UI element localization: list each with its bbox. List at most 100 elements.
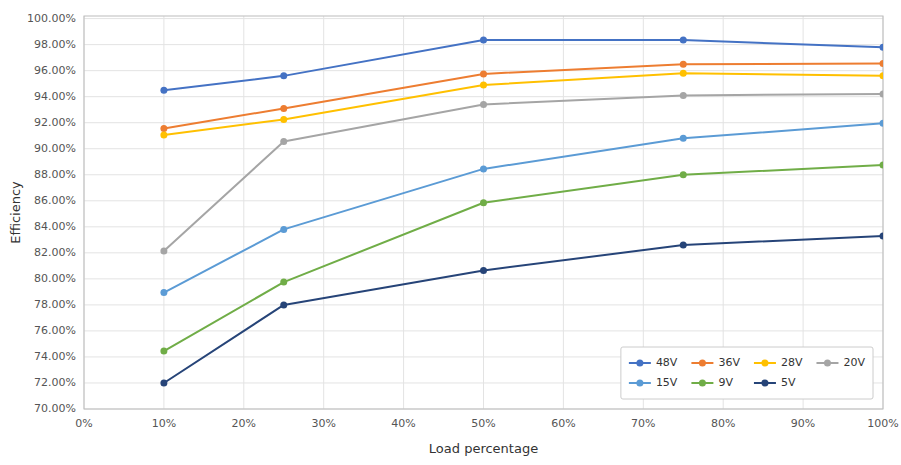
y-tick-label: 98.00% <box>34 38 76 51</box>
y-tick-label: 80.00% <box>34 272 76 285</box>
series <box>160 232 883 386</box>
legend-item: 28V <box>754 356 803 369</box>
data-point <box>160 289 167 296</box>
data-point <box>280 138 287 145</box>
series-line <box>164 94 883 251</box>
series <box>160 37 883 94</box>
y-tick-label: 86.00% <box>34 194 76 207</box>
y-axis-label: Efficiency <box>8 181 23 244</box>
legend-marker <box>824 360 831 367</box>
legend-marker <box>636 380 643 387</box>
data-point <box>680 92 687 99</box>
chart: 70.00% 72.00% 74.00% 76.00% 78.00% 80.00% 82.0… <box>0 0 901 465</box>
data-point <box>680 37 687 44</box>
x-grid-line <box>323 16 324 409</box>
data-point <box>480 70 487 77</box>
legend-marker <box>699 380 706 387</box>
y-tick-label: 88.00% <box>34 168 76 181</box>
data-point <box>160 247 167 254</box>
plot-area <box>160 37 883 387</box>
legend-item: 36V <box>691 356 740 369</box>
data-point <box>880 232 884 239</box>
data-point <box>480 165 487 172</box>
data-point <box>880 162 884 169</box>
data-point <box>680 61 687 68</box>
x-grid-line <box>403 16 404 409</box>
legend-label: 20V <box>843 356 865 369</box>
y-tick-label: 94.00% <box>34 90 76 103</box>
x-tick-label: 100% <box>867 417 898 430</box>
legend-label: 48V <box>656 356 678 369</box>
grid <box>84 16 883 409</box>
y-tick-label: 70.00% <box>34 402 76 415</box>
data-point <box>480 267 487 274</box>
data-point <box>480 101 487 108</box>
data-point <box>480 37 487 44</box>
x-tick-label: 40% <box>391 417 415 430</box>
data-point <box>880 60 884 67</box>
plot-frame <box>84 16 883 409</box>
data-point <box>480 199 487 206</box>
y-tick-label: 84.00% <box>34 220 76 233</box>
x-tick-label: 80% <box>711 417 735 430</box>
data-point <box>280 116 287 123</box>
legend-label: 9V <box>718 376 733 389</box>
data-point <box>680 242 687 249</box>
y-tick-label: 72.00% <box>34 376 76 389</box>
legend-item: 20V <box>816 356 865 369</box>
series-line <box>164 165 883 351</box>
data-point <box>680 70 687 77</box>
series-line <box>164 63 883 128</box>
legend-marker <box>761 360 768 367</box>
series <box>160 120 883 296</box>
y-tick-label: 92.00% <box>34 116 76 129</box>
data-point <box>880 91 884 98</box>
y-tick-label: 78.00% <box>34 298 76 311</box>
legend-marker <box>699 360 706 367</box>
data-point <box>680 171 687 178</box>
data-point <box>160 348 167 355</box>
data-point <box>280 105 287 112</box>
series <box>160 91 883 255</box>
x-tick-label: 0% <box>75 417 92 430</box>
legend-marker <box>761 380 768 387</box>
data-point <box>160 379 167 386</box>
x-tick-label: 70% <box>631 417 655 430</box>
y-tick-label: 82.00% <box>34 246 76 259</box>
x-tick-label: 60% <box>551 417 575 430</box>
legend-marker <box>636 360 643 367</box>
data-point <box>280 72 287 79</box>
data-point <box>680 135 687 142</box>
x-tick-label: 10% <box>152 417 176 430</box>
data-point <box>880 120 884 127</box>
series <box>160 70 883 139</box>
series <box>160 162 883 355</box>
legend-label: 5V <box>781 376 796 389</box>
x-grid-line <box>243 16 244 409</box>
x-tick-label: 30% <box>311 417 335 430</box>
x-axis-label: Load percentage <box>429 441 538 456</box>
data-point <box>480 81 487 88</box>
legend-item: 15V <box>629 376 678 389</box>
y-tick-label: 90.00% <box>34 142 76 155</box>
data-point <box>280 301 287 308</box>
y-tick-label: 100.00% <box>27 12 76 25</box>
data-point <box>160 132 167 139</box>
y-tick-label: 74.00% <box>34 350 76 363</box>
x-tick-label: 50% <box>471 417 495 430</box>
series-line <box>164 123 883 292</box>
x-tick-label: 90% <box>791 417 815 430</box>
legend-label: 36V <box>718 356 740 369</box>
y-tick-label: 76.00% <box>34 324 76 337</box>
legend-label: 15V <box>656 376 678 389</box>
legend-item: 9V <box>691 376 733 389</box>
data-point <box>280 279 287 286</box>
data-point <box>160 87 167 94</box>
tick-labels: 70.00% 72.00% 74.00% 76.00% 78.00% 80.00% 82.0… <box>27 12 899 430</box>
y-tick-label: 96.00% <box>34 64 76 77</box>
x-grid-line <box>563 16 564 409</box>
legend-item: 5V <box>754 376 796 389</box>
x-tick-label: 20% <box>232 417 256 430</box>
data-point <box>880 72 884 79</box>
series-line <box>164 73 883 135</box>
